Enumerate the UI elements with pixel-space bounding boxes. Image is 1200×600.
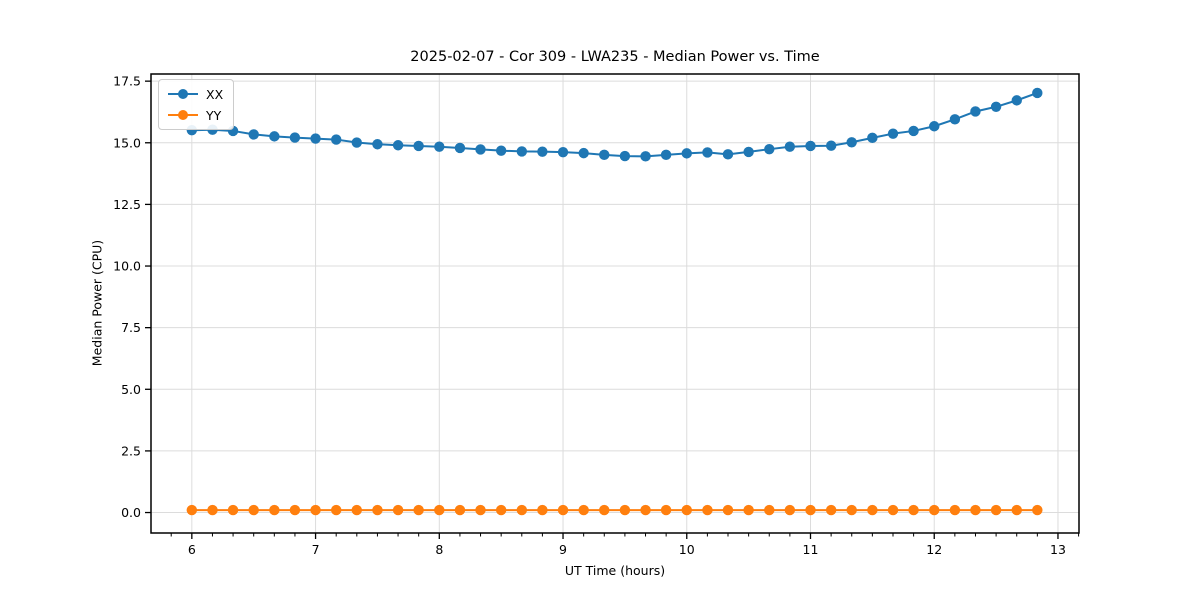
legend-label-yy: YY <box>206 107 222 123</box>
svg-text:17.5: 17.5 <box>113 74 141 89</box>
legend-line-marker-icon <box>168 110 198 120</box>
y-axis-label: Median Power (CPU) <box>89 239 105 367</box>
svg-text:15.0: 15.0 <box>113 135 141 150</box>
svg-text:7.5: 7.5 <box>121 320 141 335</box>
svg-text:10.0: 10.0 <box>113 259 141 274</box>
svg-text:0.0: 0.0 <box>121 505 141 520</box>
svg-text:6: 6 <box>188 542 196 557</box>
svg-text:13: 13 <box>1050 542 1066 557</box>
svg-text:10: 10 <box>679 542 695 557</box>
svg-text:12: 12 <box>926 542 942 557</box>
svg-text:5.0: 5.0 <box>121 382 141 397</box>
svg-text:9: 9 <box>559 542 567 557</box>
svg-text:8: 8 <box>435 542 443 557</box>
legend: XX YY <box>158 79 235 130</box>
svg-text:7: 7 <box>312 542 320 557</box>
legend-line-marker-icon <box>168 89 198 99</box>
x-axis-label: UT Time (hours) <box>564 563 666 578</box>
svg-text:12.5: 12.5 <box>113 197 141 212</box>
legend-item-yy: YY <box>167 106 223 124</box>
legend-item-xx: XX <box>167 85 223 103</box>
svg-text:2.5: 2.5 <box>121 443 141 458</box>
chart-title: 2025-02-07 - Cor 309 - LWA235 - Median P… <box>410 49 820 65</box>
legend-label-xx: XX <box>206 86 224 102</box>
svg-text:11: 11 <box>803 542 819 557</box>
